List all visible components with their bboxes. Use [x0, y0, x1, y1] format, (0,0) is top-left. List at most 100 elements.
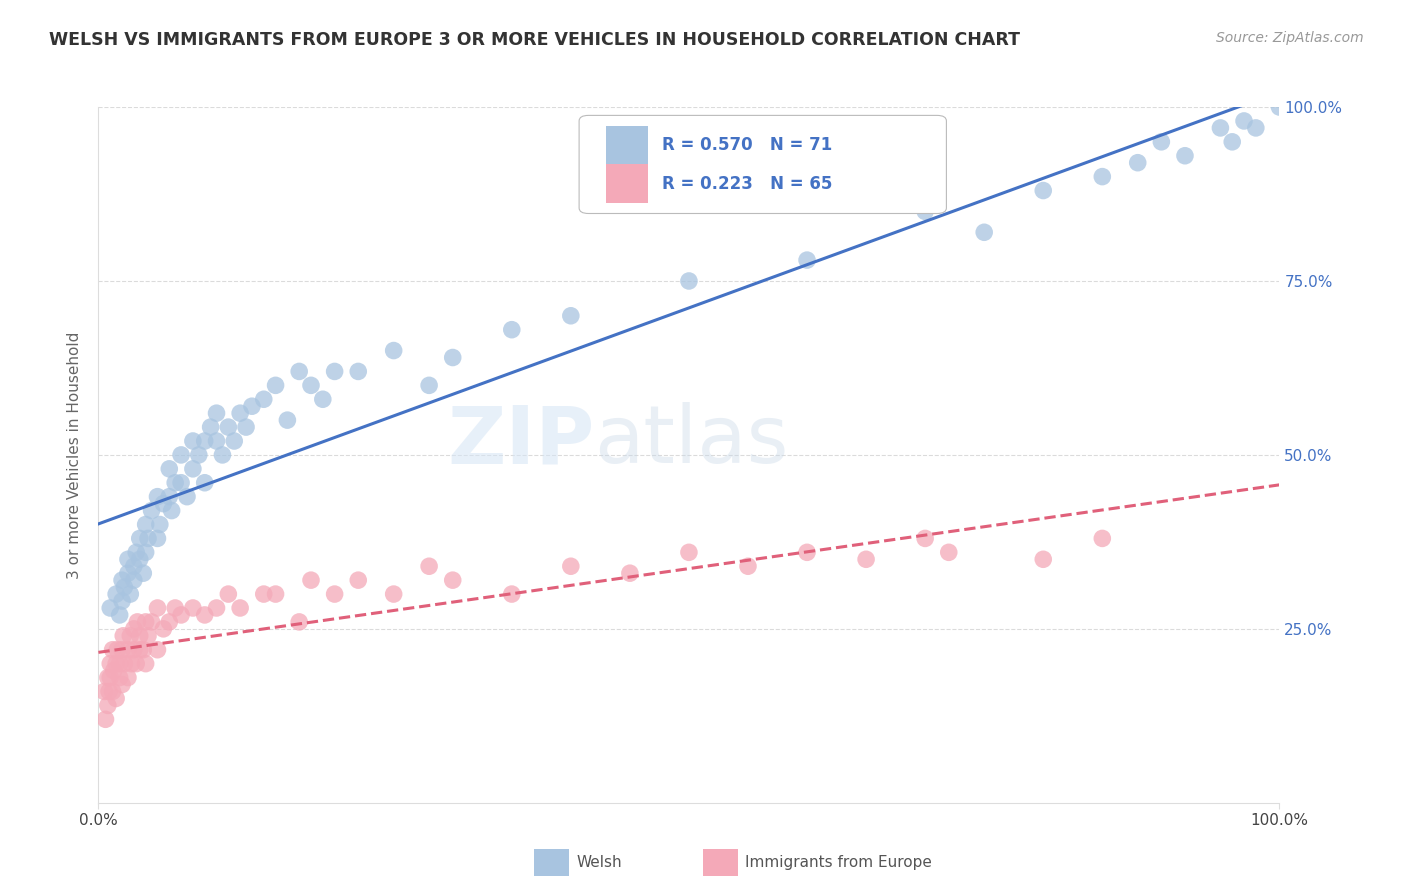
Point	[312, 392, 335, 407]
Text: WELSH VS IMMIGRANTS FROM EUROPE 3 OR MORE VEHICLES IN HOUSEHOLD CORRELATION CHAR: WELSH VS IMMIGRANTS FROM EUROPE 3 OR MOR…	[49, 31, 1021, 49]
Point	[678, 545, 700, 559]
Point	[1220, 135, 1243, 149]
Point	[101, 642, 124, 657]
Point	[94, 712, 117, 726]
Point	[105, 691, 128, 706]
Point	[217, 587, 239, 601]
Point	[914, 204, 936, 219]
Point	[224, 434, 246, 448]
Point	[117, 566, 139, 581]
Point	[117, 642, 139, 657]
Point	[253, 392, 276, 407]
Point	[112, 629, 135, 643]
Point	[418, 378, 440, 392]
Bar	[606, 164, 648, 202]
Text: ZIP: ZIP	[447, 402, 595, 480]
Point	[347, 573, 370, 587]
Point	[122, 559, 145, 574]
Point	[157, 615, 180, 629]
Point	[122, 622, 145, 636]
Point	[737, 559, 759, 574]
Point	[288, 364, 311, 378]
Point	[181, 434, 204, 448]
Bar	[606, 126, 648, 164]
Point	[1150, 135, 1173, 149]
Point	[135, 615, 157, 629]
Point	[103, 664, 125, 678]
Point	[235, 420, 257, 434]
Point	[253, 587, 276, 601]
Point	[146, 642, 169, 657]
Point	[146, 601, 169, 615]
Point	[165, 601, 187, 615]
Point	[111, 594, 134, 608]
Point	[125, 657, 148, 671]
Point	[128, 552, 150, 566]
Point	[141, 503, 163, 517]
Point	[323, 364, 346, 378]
Text: Immigrants from Europe: Immigrants from Europe	[745, 855, 932, 870]
Point	[136, 532, 159, 546]
Point	[382, 343, 405, 358]
Point	[194, 607, 217, 622]
Point	[122, 573, 145, 587]
Point	[127, 615, 149, 629]
Point	[194, 475, 217, 490]
Point	[121, 657, 143, 671]
Point	[135, 545, 157, 559]
Text: atlas: atlas	[595, 402, 789, 480]
Point	[1174, 149, 1197, 163]
Y-axis label: 3 or more Vehicles in Household: 3 or more Vehicles in Household	[67, 331, 83, 579]
Point	[165, 475, 187, 490]
Point	[1032, 552, 1054, 566]
Point	[105, 642, 128, 657]
Point	[120, 587, 142, 601]
Point	[323, 587, 346, 601]
Point	[152, 622, 174, 636]
FancyBboxPatch shape	[579, 115, 946, 213]
Point	[1091, 169, 1114, 184]
Point	[176, 490, 198, 504]
Point	[678, 274, 700, 288]
Point	[382, 587, 405, 601]
Point	[111, 642, 134, 657]
Point	[141, 615, 163, 629]
Point	[501, 323, 523, 337]
Point	[205, 406, 228, 420]
Point	[217, 420, 239, 434]
Point	[135, 517, 157, 532]
Point	[98, 601, 121, 615]
Point	[97, 698, 120, 713]
Point	[108, 671, 131, 685]
Text: R = 0.223   N = 65: R = 0.223 N = 65	[662, 175, 832, 193]
Point	[117, 671, 139, 685]
Point	[135, 657, 157, 671]
Point	[170, 448, 193, 462]
Point	[973, 225, 995, 239]
Point	[194, 434, 217, 448]
Point	[101, 684, 124, 698]
Point	[1268, 100, 1291, 114]
Point	[1209, 120, 1232, 135]
Point	[170, 607, 193, 622]
Point	[229, 406, 252, 420]
Point	[120, 629, 142, 643]
Point	[299, 378, 322, 392]
Point	[264, 587, 287, 601]
Point	[152, 497, 174, 511]
Point	[157, 462, 180, 476]
Point	[108, 657, 131, 671]
Point	[181, 601, 204, 615]
Point	[187, 448, 209, 462]
Point	[264, 378, 287, 392]
Point	[146, 532, 169, 546]
Text: Welsh: Welsh	[576, 855, 621, 870]
Point	[229, 601, 252, 615]
Point	[98, 671, 121, 685]
Point	[98, 657, 121, 671]
Point	[132, 642, 155, 657]
Point	[105, 587, 128, 601]
Point	[111, 677, 134, 691]
Point	[160, 503, 183, 517]
Point	[1126, 155, 1149, 169]
